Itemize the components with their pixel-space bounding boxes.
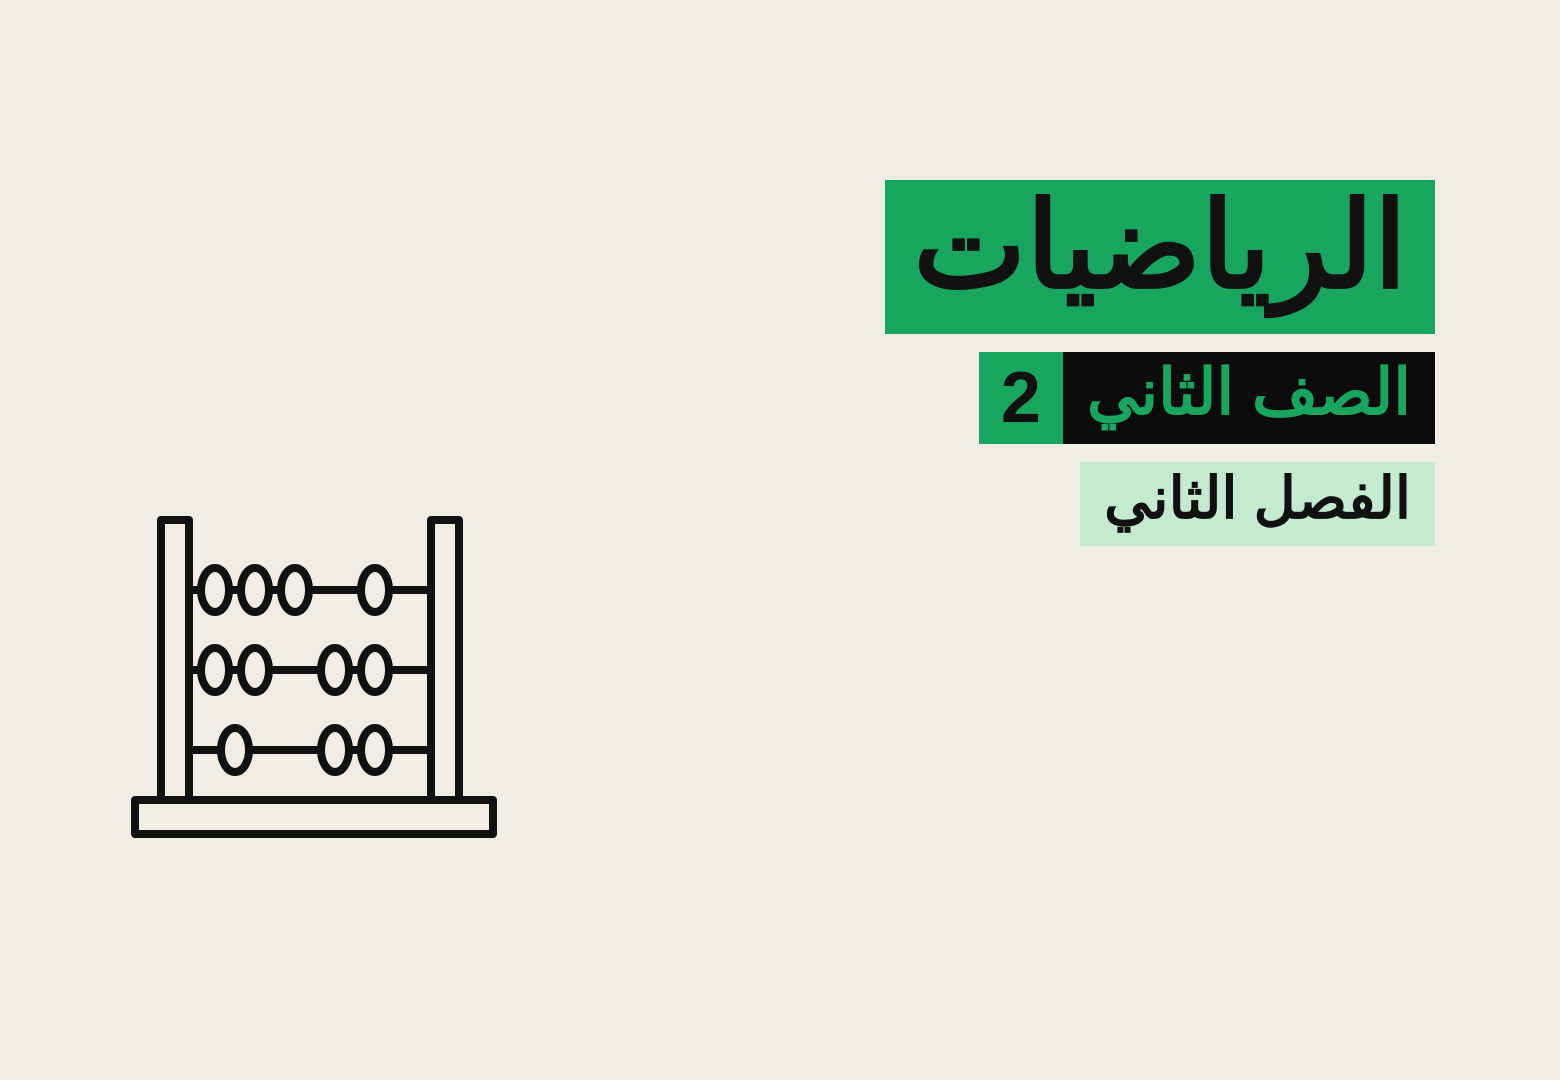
subject-title: الرياضيات bbox=[885, 180, 1435, 334]
text-block: الرياضيات 2 الصف الثاني الفصل الثاني bbox=[885, 180, 1435, 546]
grade-number-badge: 2 bbox=[979, 352, 1063, 444]
grade-row: 2 الصف الثاني bbox=[979, 352, 1435, 444]
term-label: الفصل الثاني bbox=[1080, 462, 1435, 546]
abacus-icon bbox=[115, 490, 515, 860]
grade-label: الصف الثاني bbox=[1063, 352, 1435, 444]
